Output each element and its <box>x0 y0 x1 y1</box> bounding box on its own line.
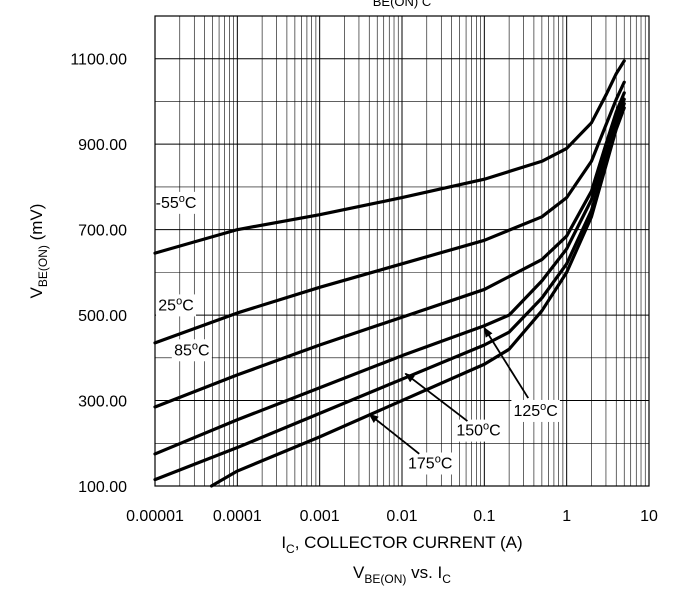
x-tick-label: 0.0001 <box>213 508 262 525</box>
series-label-bg <box>454 419 503 442</box>
series-group <box>153 59 626 488</box>
series-label-bg <box>151 191 201 214</box>
x-tick-label: 0.01 <box>386 508 417 525</box>
series-annotation-0: -55oC <box>151 191 201 214</box>
chart-title: VBE(ON) vs. IC <box>353 563 451 586</box>
series-annotation-2: 85oC <box>171 339 212 362</box>
series-label: 175oC <box>408 454 452 473</box>
x-tick-label: 0.1 <box>473 508 495 525</box>
series-annotation-4: 150oC <box>454 419 503 442</box>
chart-top-fragment: BE(ON) C <box>373 0 432 9</box>
y-tick-label: 1100.00 <box>70 52 127 69</box>
series-label: 25oC <box>158 295 193 314</box>
x-tick-label: 1 <box>562 508 571 525</box>
series-label: 150oC <box>456 421 500 440</box>
series-label-bg <box>405 452 455 475</box>
y-tick-label: 900.00 <box>78 137 127 154</box>
series-label-bg <box>156 294 197 317</box>
series-label: -55oC <box>156 193 197 212</box>
series-label: 85oC <box>174 340 209 359</box>
y-tick-label: 500.00 <box>78 308 127 325</box>
annotation-arrow <box>483 327 529 399</box>
plot-frame <box>154 15 650 487</box>
series-line-2 <box>153 91 626 409</box>
series-annotation-3: 125oC <box>511 399 560 422</box>
tick-labels: 0.00001 0.0001 0.001 0.01 0.1 1 10 100.00 300.00… <box>70 52 658 525</box>
y-tick-label: 700.00 <box>78 223 127 240</box>
annotation-arrow <box>368 413 420 455</box>
y-tick-label: 100.00 <box>78 479 127 496</box>
series-line-3 <box>153 97 626 456</box>
series-label-bg <box>171 339 212 362</box>
x-tick-label: 0.001 <box>300 508 340 525</box>
series-label: 125oC <box>513 401 557 420</box>
annotation-arrow <box>404 372 468 422</box>
series-label-bg <box>511 399 560 422</box>
series-line-1 <box>153 80 626 345</box>
x-axis-label: IC, COLLECTOR CURRENT (A) <box>281 533 522 556</box>
series-annotation-5: 175oC <box>405 452 455 475</box>
series-line-0 <box>153 59 626 255</box>
y-axis-label: VBE(ON) (mV) <box>27 204 50 299</box>
series-line-5 <box>209 106 626 488</box>
y-tick-label: 300.00 <box>78 394 127 411</box>
x-tick-label: 10 <box>640 508 658 525</box>
series-annotation-1: 25oC <box>156 294 197 317</box>
x-tick-label: 0.00001 <box>126 508 184 525</box>
